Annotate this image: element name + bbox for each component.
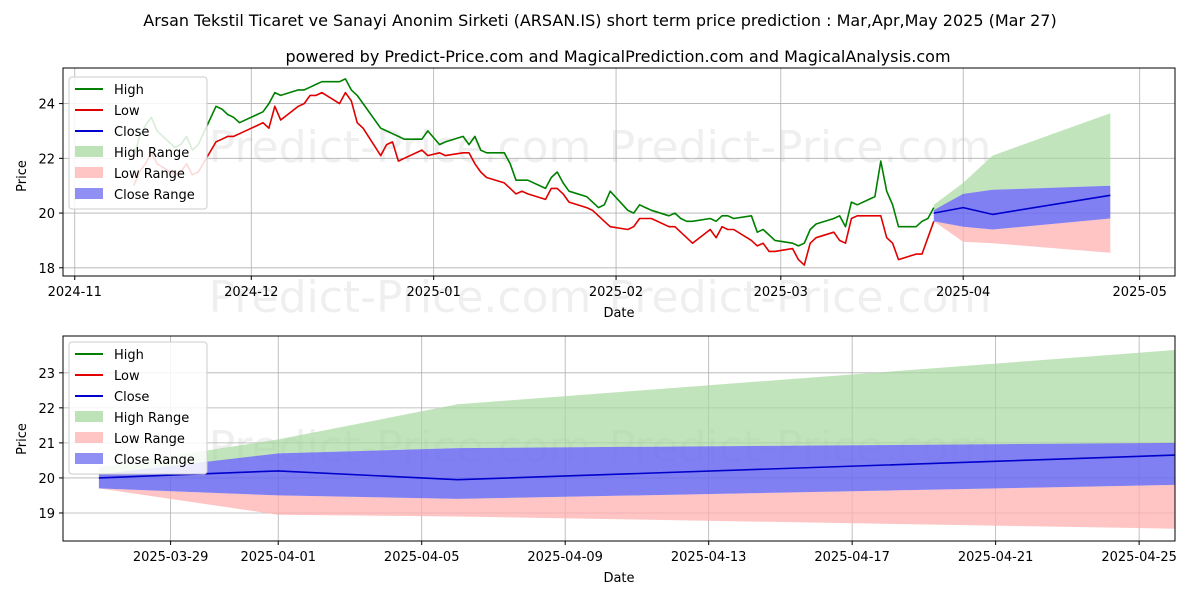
upper-chart-panel: Predict-Price.com Predict-Price.com Pred…: [15, 67, 1176, 323]
legend-close-range-swatch: [75, 188, 103, 199]
high-range-band: [98, 350, 1175, 477]
legend-high-range-label: High Range: [114, 411, 189, 426]
legend-box: [68, 76, 208, 210]
legend-high-range-swatch: [75, 411, 103, 422]
high-range-band: [933, 113, 1111, 212]
lower-chart-panel: Predict-Price.com Predict-Price.com 2025…: [15, 335, 1177, 586]
x-tick-label: 2025-04-09: [527, 550, 603, 565]
x-tick-label: 2025-05: [1113, 285, 1167, 300]
y-axis-label: Price: [15, 423, 30, 455]
legend-close-label: Close: [114, 125, 149, 140]
forecast-ranges: [98, 350, 1175, 529]
legend-close-range-label: Close Range: [114, 188, 195, 203]
legend-high-range-label: High Range: [114, 146, 189, 161]
legend-high-range-swatch: [75, 146, 103, 157]
x-tick-label: 2025-04-01: [240, 550, 316, 565]
forecast-ranges: [933, 113, 1111, 253]
x-axis: 2024-11 2024-12 2025-01 2025-02 2025-03 2025-…: [48, 276, 1167, 300]
legend-low-range-label: Low Range: [114, 432, 185, 447]
chart-title: Arsan Tekstil Ticaret ve Sanayi Anonim S…: [143, 11, 1056, 30]
plot-frame: [62, 335, 1176, 542]
watermark: Predict-Price.com: [609, 122, 992, 173]
high-price-line: [132, 78, 935, 247]
close-range-band: [98, 442, 1175, 499]
legend-high-label: High: [114, 348, 144, 363]
x-tick-label: 2024-11: [48, 285, 102, 300]
x-tick-label: 2025-04-05: [384, 550, 460, 565]
x-axis-label: Date: [603, 306, 634, 321]
close-range-band: [933, 185, 1111, 230]
x-axis-label: Date: [603, 571, 634, 586]
legend-low-label: Low: [114, 369, 140, 384]
x-tick-label: 2025-03-29: [133, 550, 209, 565]
x-tick-label: 2025-03: [754, 285, 808, 300]
y-tick-label: 22: [38, 152, 55, 167]
low-range-band: [98, 484, 1175, 529]
x-tick-label: 2025-04-21: [958, 550, 1034, 565]
watermark: Predict-Price.com: [609, 272, 992, 323]
low-range-band: [933, 218, 1111, 253]
chart-subtitle: powered by Predict-Price.com and Magical…: [285, 47, 950, 66]
plot-frame: [62, 67, 1176, 277]
legend-low-range-swatch: [75, 167, 103, 178]
x-axis: 2025-03-29 2025-04-01 2025-04-05 2025-04-09…: [133, 541, 1177, 565]
watermark-group: Predict-Price.com Predict-Price.com Pred…: [209, 122, 992, 323]
legend-close-label: Close: [114, 390, 149, 405]
y-tick-label: 23: [38, 367, 55, 382]
legend-low-label: Low: [114, 104, 140, 119]
x-tick-label: 2025-02: [589, 285, 643, 300]
legend-low-range-label: Low Range: [114, 167, 185, 182]
y-axis: 18 20 22 24: [38, 98, 63, 277]
close-forecast-line: [933, 194, 1111, 216]
x-tick-label: 2025-01: [407, 285, 461, 300]
y-tick-label: 21: [38, 437, 55, 452]
x-tick-label: 2025-04-25: [1101, 550, 1177, 565]
y-tick-label: 24: [38, 98, 55, 113]
y-axis-label: Price: [15, 160, 30, 192]
watermark: Predict-Price.com: [209, 122, 592, 173]
legend-box: [68, 341, 208, 475]
series-lines: [132, 78, 1111, 266]
x-tick-label: 2024-12: [224, 285, 278, 300]
low-price-line: [132, 91, 935, 266]
legend: High Low Close High Range Low Range Close Ran…: [68, 76, 208, 210]
watermark: Predict-Price.com: [209, 272, 592, 323]
x-tick-label: 2025-04-17: [814, 550, 890, 565]
y-axis: 19 20 21 22 23: [38, 367, 63, 522]
y-tick-label: 22: [38, 402, 55, 417]
legend-close-range-swatch: [75, 453, 103, 464]
legend-low-range-swatch: [75, 432, 103, 443]
x-tick-label: 2025-04: [936, 285, 990, 300]
legend-close-range-label: Close Range: [114, 453, 195, 468]
legend-high-label: High: [114, 83, 144, 98]
legend: High Low Close High Range Low Range Close Ran…: [68, 341, 208, 475]
y-tick-label: 18: [38, 262, 55, 277]
y-tick-label: 19: [38, 507, 55, 522]
y-tick-label: 20: [38, 207, 55, 222]
x-tick-label: 2025-04-13: [671, 550, 747, 565]
y-tick-label: 20: [38, 472, 55, 487]
